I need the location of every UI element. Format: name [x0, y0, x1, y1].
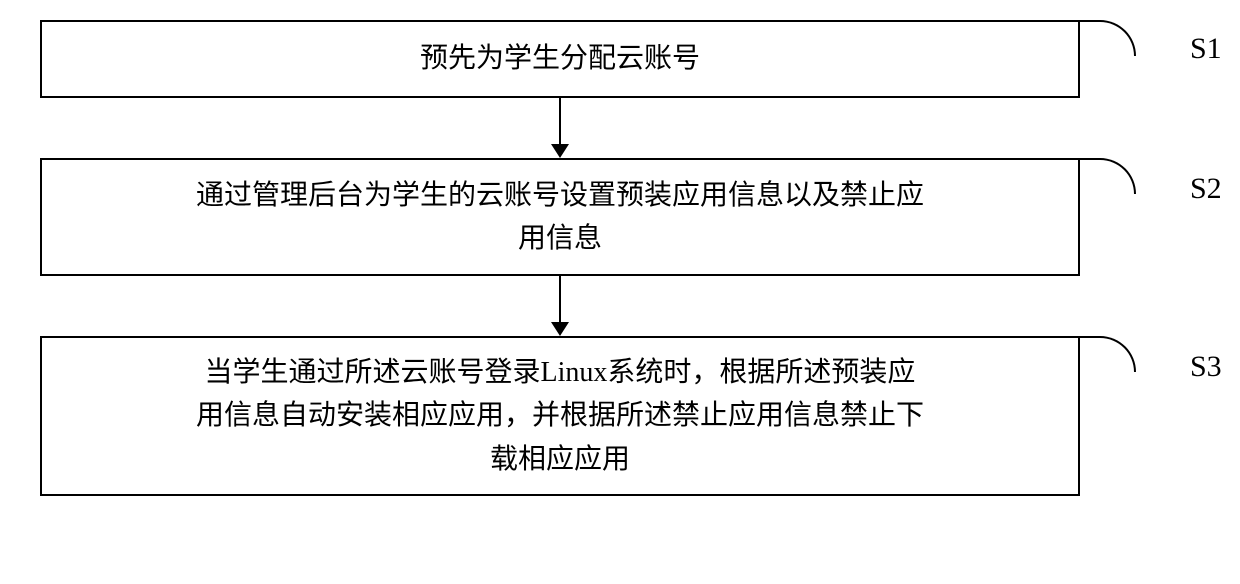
arrow-s2-s3 [40, 276, 1080, 336]
step-s3-line3: 载相应应用 [490, 444, 630, 475]
s1-leader-curve [1096, 20, 1136, 56]
step-s1-line1: 预先为学生分配云账号 [420, 43, 700, 74]
s1-leader-line [1078, 20, 1098, 22]
s2-leader-line [1078, 158, 1098, 160]
step-s1-box: 预先为学生分配云账号 [40, 20, 1080, 98]
step-s2-label: S2 [1190, 172, 1222, 206]
step-s3-box: 当学生通过所述云账号登录Linux系统时，根据所述预装应 用信息自动安装相应应用… [40, 336, 1080, 496]
s3-leader-line [1078, 336, 1098, 338]
step-s3-label: S3 [1190, 350, 1222, 384]
arrow-s1-s2 [40, 98, 1080, 158]
step-s1-label: S1 [1190, 32, 1222, 66]
step-s3-line2: 用信息自动安装相应应用，并根据所述禁止应用信息禁止下 [196, 400, 924, 431]
s3-leader-curve [1096, 336, 1136, 372]
step-s2-line1: 通过管理后台为学生的云账号设置预装应用信息以及禁止应 [196, 180, 924, 211]
step-s2-text: 通过管理后台为学生的云账号设置预装应用信息以及禁止应 用信息 [172, 162, 948, 273]
step-s2-line2: 用信息 [518, 223, 602, 254]
arrow-s2-s3-line [559, 276, 561, 322]
step-s3-text: 当学生通过所述云账号登录Linux系统时，根据所述预装应 用信息自动安装相应应用… [172, 339, 948, 493]
arrow-s1-s2-line [559, 98, 561, 144]
step-s1-text: 预先为学生分配云账号 [396, 25, 724, 92]
arrow-s2-s3-head [551, 322, 569, 336]
s2-leader-curve [1096, 158, 1136, 194]
flowchart-container: 预先为学生分配云账号 S1 通过管理后台为学生的云账号设置预装应用信息以及禁止应… [40, 20, 1160, 496]
step-s3-line1: 当学生通过所述云账号登录Linux系统时，根据所述预装应 [205, 357, 916, 388]
step-s2-box: 通过管理后台为学生的云账号设置预装应用信息以及禁止应 用信息 [40, 158, 1080, 276]
arrow-s1-s2-head [551, 144, 569, 158]
